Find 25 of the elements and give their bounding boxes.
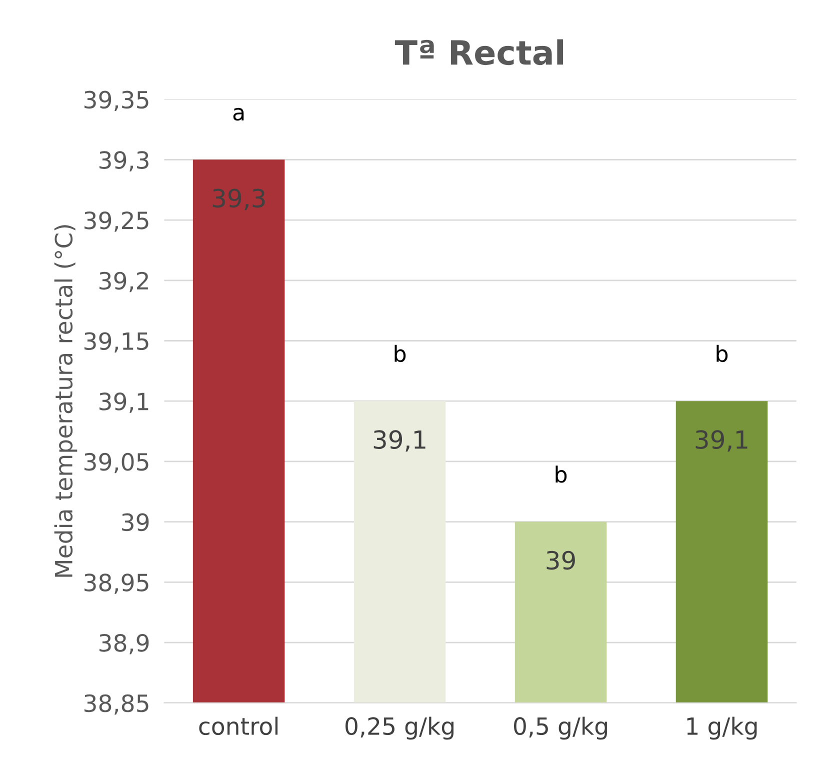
x-tick-label: control [199,716,278,736]
annotation: a [233,108,244,121]
chart-title: Tª Rectal [394,39,563,66]
annotation: b [394,344,406,362]
data-label: 39,3 [212,188,265,210]
x-tick-label: 0,5 g/kg [514,716,607,740]
y-tick-label: 38,85 [84,694,148,715]
x-tick-label: 0,25 g/kg [346,716,454,740]
y-tick-label: 39 [122,513,149,532]
y-tick-label: 38,9 [100,634,149,654]
x-tick-label: 1 g/kg [687,716,757,740]
y-tick-label: 39,15 [84,332,148,352]
y-tick-label: 39,05 [84,452,148,474]
y-tick-label: 39,3 [100,151,148,172]
data-label: 39,1 [696,430,748,452]
y-tick-label: 39,25 [84,211,148,232]
annotation: b [716,344,728,362]
y-tick-label: 39,35 [84,90,148,112]
annotation: b [556,466,567,483]
data-label: 39 [546,550,575,570]
y-tick-label: 39,2 [100,272,148,292]
y-tick-label: 38,95 [84,574,148,594]
y-tick-label: 39,1 [100,392,148,413]
y-axis-title: Media temperatura rectal (°C) [54,225,78,577]
data-label: 39,1 [374,430,426,452]
